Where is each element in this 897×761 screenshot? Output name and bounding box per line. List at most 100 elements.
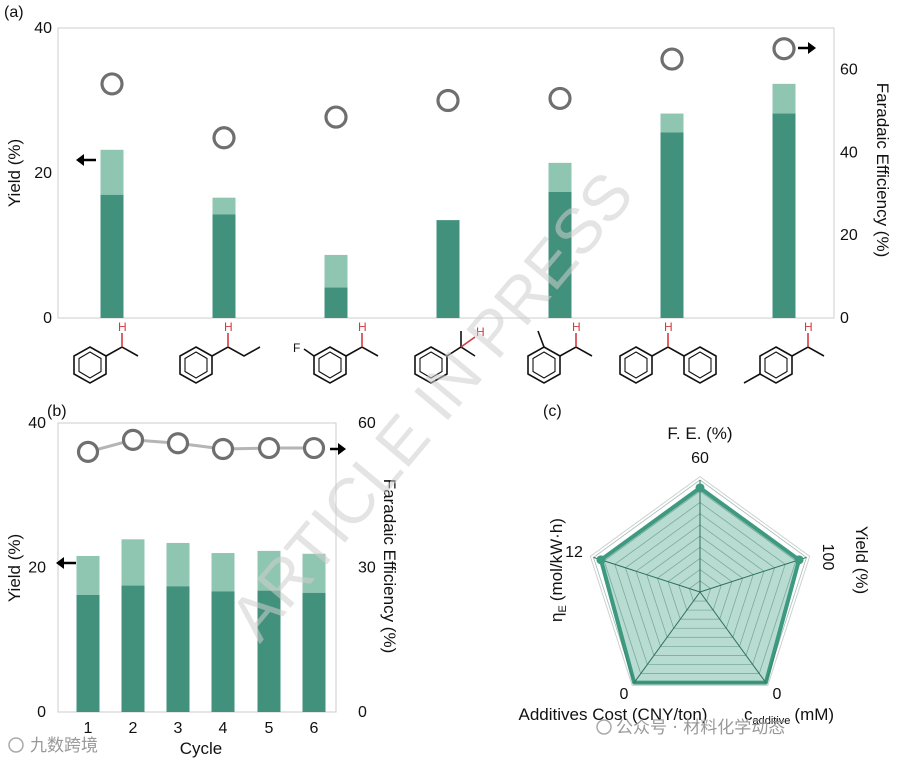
bar-total [257,550,281,591]
radar-vertex [794,555,804,565]
footer: 九数跨境 公众号 · 材料化学动态 [8,718,785,756]
c-main: c [744,705,753,724]
x-tick-label: 1 [84,720,93,737]
fluoroethylbenzene-structure-icon [303,333,379,384]
eta-unit: (mol/kW·h) [547,518,566,601]
h-atom-label: H [358,320,367,334]
x-tick-label: 6 [310,720,319,737]
bar-yield [257,590,281,712]
bar-yield [772,113,796,318]
bar-total [212,197,236,215]
bar-yield [548,191,572,318]
structure-icons [73,330,825,384]
bar-yield [212,214,236,318]
radar-spoke [593,556,701,593]
fe-marker [212,126,236,150]
fe-marker [166,432,190,455]
panel-b-fe-line [76,428,326,463]
y2-tick-label: 0 [358,704,367,721]
radar-ring [656,546,744,629]
c-sub: additive [753,715,791,727]
panel-a-bars [100,83,796,318]
radar-ring [635,524,765,647]
fe-marker [302,436,326,460]
panel-a-right-ticks: 0 20 40 60 [840,61,858,327]
bar-total [772,83,796,114]
panel-b: (b) 0 20 40 0 30 60 1 2 3 4 5 6 Yield (%) Faradai… [5,403,399,758]
y-tick-label: 0 [43,310,52,327]
f-atom-label: F [293,341,300,355]
radar-axis-label-fe: F. E. (%) [667,424,732,443]
radar-max-fe: 60 [691,450,709,467]
radar-axis-label-eta: ηE (mol/kW·h) [547,518,569,622]
x-tick-label: 3 [174,720,183,737]
bar-yield [211,591,235,712]
radar-max-cost: 0 [620,686,629,703]
y-tick-label: 0 [37,704,46,721]
footer-left: 九数跨境 [30,736,98,756]
ethylbenzene-structure-icon [73,333,139,384]
right-arrow-icon [798,42,816,54]
x-tick-label: 5 [265,720,274,737]
diphenylmethane-structure-icon [619,333,717,384]
panel-b-y2label: Faradaic Efficiency (%) [380,479,399,653]
x-tick-label: 2 [129,720,138,737]
radar-ring [593,479,807,684]
watermark: ARTICLE IN PRESS [215,158,647,653]
structure-atom-labels: H H H H H H H F [118,320,813,355]
bar-yield [660,132,684,318]
radar-ring [688,580,712,602]
bar-yield [100,194,124,318]
bar-yield [76,594,100,712]
eta-main: η [547,612,566,621]
bar-total [302,553,326,593]
y2-tick-label: 30 [358,560,376,577]
panel-c-label: (c) [543,403,562,420]
radar-vertex [596,555,606,565]
radar-ring [614,501,786,665]
bar-total [548,162,572,192]
cumene-structure-icon [414,331,476,384]
methylethylbenzene-structure-icon [527,330,593,384]
panel-b-xlabel: Cycle [180,739,223,758]
panel-b-x-ticks: 1 2 3 4 5 6 [84,720,319,737]
y-tick-label: 20 [28,560,46,577]
radar-chart [589,476,811,686]
radar-ring [678,569,722,611]
radar-ring [624,513,776,656]
radar-ring [646,535,754,638]
bar-yield [436,220,460,318]
fe-marker [548,86,572,111]
bar-total [324,254,348,288]
panel-a-left-ticks: 0 20 40 [34,20,52,327]
radar-spoke [699,556,807,593]
y2-tick-label: 60 [358,415,376,432]
bar-yield [324,287,348,318]
bar-total [660,113,684,133]
panel-b-left-ticks: 0 20 40 [28,415,46,721]
bar-total [100,149,124,195]
fe-marker [76,440,100,463]
x-tick-label: 4 [219,720,228,737]
h-atom-label: H [118,320,127,334]
propylbenzene-structure-icon [179,333,261,384]
h-atom-label: H [664,320,673,334]
panel-b-bars [76,539,326,712]
panel-b-ylabel: Yield (%) [5,534,24,602]
panel-c: (c) F. E. (%) 60 Yield (%) 100 0 0 Addit… [519,403,871,727]
footer-right: 公众号 · 材料化学动态 [616,718,785,738]
radar-max-yield: 100 [819,544,836,571]
h-atom-label: H [572,320,581,334]
panel-b-frame [57,422,337,713]
radar-axis-label-yield: Yield (%) [852,526,871,594]
radar-ring [667,557,733,620]
panel-a-fe-markers [100,37,796,150]
panel-a-ylabel: Yield (%) [5,139,24,207]
bar-total [211,553,235,592]
fe-marker [660,47,684,71]
fe-marker [772,37,796,61]
wechat-logo-icon [596,719,612,735]
panel-a: (a) 0 20 40 0 20 40 60 Yield (%) Faradaic Eff… [4,4,892,384]
y2-tick-label: 60 [840,61,858,78]
